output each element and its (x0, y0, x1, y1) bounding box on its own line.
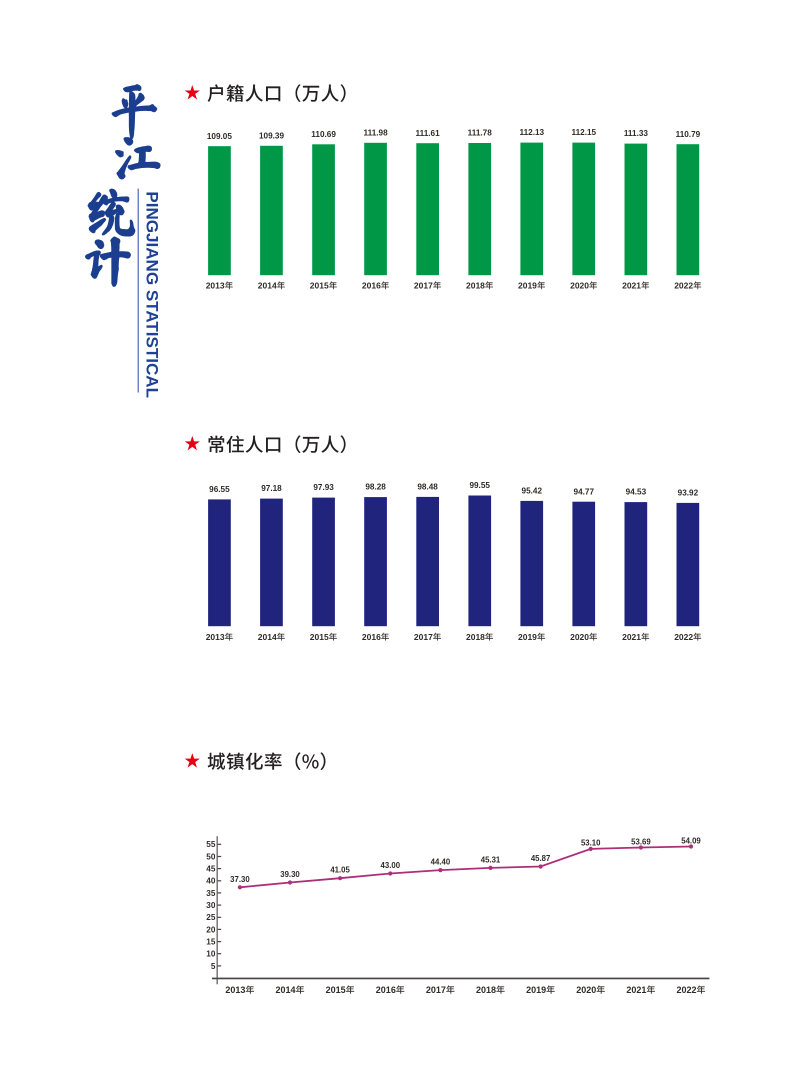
svg-text:37.30: 37.30 (230, 875, 250, 884)
svg-text:2022: 2022 (677, 985, 697, 995)
svg-text:2018: 2018 (476, 985, 496, 995)
svg-text:30: 30 (206, 901, 216, 910)
svg-text:40: 40 (206, 877, 216, 886)
svg-text:2017: 2017 (414, 281, 433, 291)
svg-text:2020: 2020 (570, 632, 589, 642)
svg-text:2021: 2021 (622, 281, 641, 291)
svg-text:2016: 2016 (376, 985, 396, 995)
svg-text:2021: 2021 (626, 985, 646, 995)
svg-text:25: 25 (206, 913, 216, 922)
svg-text:98.28: 98.28 (365, 483, 386, 492)
svg-text:94.53: 94.53 (626, 488, 647, 497)
svg-text:2018: 2018 (466, 632, 485, 642)
svg-text:2014: 2014 (258, 281, 277, 291)
svg-text:2017: 2017 (426, 985, 446, 995)
svg-text:112.15: 112.15 (572, 128, 597, 137)
svg-text:98.48: 98.48 (417, 483, 438, 492)
svg-text:111.78: 111.78 (468, 129, 493, 138)
svg-text:2015: 2015 (326, 985, 346, 995)
svg-text:2016: 2016 (362, 632, 381, 642)
svg-text:15: 15 (206, 938, 216, 947)
svg-text:96.55: 96.55 (209, 485, 230, 494)
svg-text:2013: 2013 (225, 985, 245, 995)
svg-text:2019: 2019 (518, 632, 537, 642)
svg-text:112.13: 112.13 (520, 128, 545, 137)
svg-text:2022: 2022 (674, 281, 693, 291)
svg-text:2017: 2017 (414, 632, 433, 642)
svg-text:10: 10 (206, 950, 216, 959)
svg-text:PINGJIANG STATISTICAL: PINGJIANG STATISTICAL (143, 191, 162, 398)
svg-text:109.05: 109.05 (207, 132, 232, 141)
svg-text:2014: 2014 (276, 985, 296, 995)
svg-text:2019: 2019 (526, 985, 546, 995)
svg-text:2020: 2020 (570, 281, 589, 291)
svg-text:20: 20 (206, 925, 216, 934)
svg-text:2020: 2020 (576, 985, 596, 995)
svg-text:109.39: 109.39 (259, 131, 284, 140)
svg-text:35: 35 (206, 889, 216, 898)
svg-text:55: 55 (206, 840, 216, 849)
svg-text:2013: 2013 (206, 281, 225, 291)
svg-text:2016: 2016 (362, 281, 381, 291)
svg-text:97.18: 97.18 (261, 484, 282, 493)
svg-text:97.93: 97.93 (313, 483, 334, 492)
svg-text:111.61: 111.61 (416, 129, 441, 138)
svg-text:2015: 2015 (310, 281, 329, 291)
svg-text:53.10: 53.10 (581, 839, 601, 848)
svg-text:2015: 2015 (310, 632, 329, 642)
svg-text:2013: 2013 (206, 632, 225, 642)
svg-text:41.05: 41.05 (330, 866, 350, 875)
svg-text:53.69: 53.69 (631, 837, 651, 846)
svg-text:111.33: 111.33 (624, 129, 649, 138)
svg-text:110.69: 110.69 (311, 130, 336, 139)
svg-text:110.79: 110.79 (676, 130, 701, 139)
svg-text:95.42: 95.42 (522, 487, 543, 496)
svg-text:2018: 2018 (466, 281, 485, 291)
svg-text:2019: 2019 (518, 281, 537, 291)
svg-text:99.55: 99.55 (469, 481, 490, 490)
svg-text:43.00: 43.00 (381, 861, 401, 870)
svg-text:94.77: 94.77 (574, 487, 595, 496)
svg-text:50: 50 (206, 852, 216, 861)
svg-text:45.31: 45.31 (481, 855, 501, 864)
svg-text:93.92: 93.92 (678, 489, 699, 498)
svg-text:2021: 2021 (622, 632, 641, 642)
svg-text:5: 5 (211, 962, 216, 971)
svg-text:45: 45 (206, 865, 216, 874)
svg-text:2014: 2014 (258, 632, 277, 642)
svg-text:54.09: 54.09 (681, 836, 701, 845)
svg-text:45.87: 45.87 (531, 854, 551, 863)
svg-text:44.40: 44.40 (431, 858, 451, 867)
svg-text:2022: 2022 (674, 632, 693, 642)
svg-text:111.98: 111.98 (364, 128, 389, 137)
svg-text:39.30: 39.30 (280, 870, 300, 879)
